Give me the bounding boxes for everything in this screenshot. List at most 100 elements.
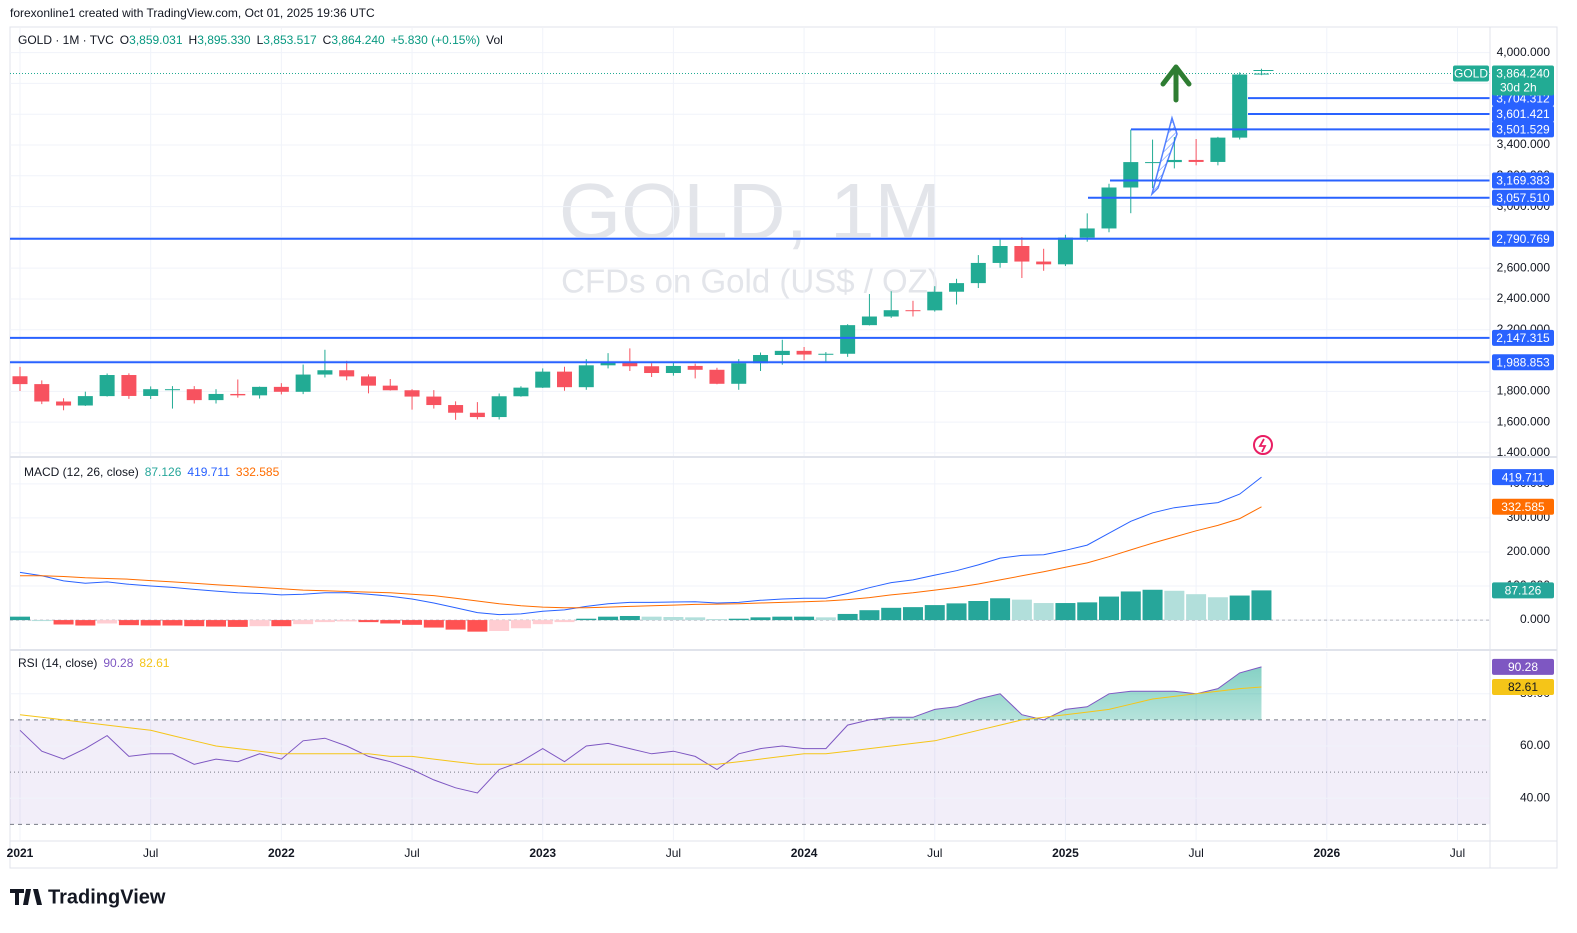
histogram-bar [1099,596,1119,621]
legend-rsi: RSI (14, close) 90.28 82.61 [18,656,170,670]
histogram-bar [859,610,880,621]
x-tick-label: Jul [1188,846,1203,860]
o-key: O [120,33,129,47]
histogram-bar [227,620,248,627]
histogram-bar [75,620,96,626]
candle-body [535,371,551,388]
histogram-bar [772,616,793,621]
last-price-label: 3,864.240 [1496,67,1550,81]
x-tick-label: Jul [143,846,158,860]
histogram-bar [184,620,205,627]
candle-body [448,405,464,413]
candle-body [774,350,790,356]
histogram-bar [881,607,902,621]
candle-body [513,387,529,397]
value-tag: 332.585 [1501,500,1545,514]
histogram-bar [663,617,684,621]
candle-body [796,350,812,355]
y-tick-label: 200.000 [1507,544,1551,558]
value-tag: 419.711 [1502,470,1545,484]
candle-body [1036,261,1052,265]
logo-mark [10,889,42,905]
level-label-bg [1492,354,1554,371]
candle-body [687,365,703,370]
candle-body [949,283,965,292]
candle-body [665,365,681,374]
candle-body [818,353,834,355]
level-label: 3,169.383 [1496,174,1550,188]
histogram-bar [510,620,531,629]
histogram-bar [576,618,597,621]
histogram-bar [1251,590,1272,621]
candle-body [295,374,311,392]
level-label-bg [1492,121,1554,138]
histogram-bar [815,617,836,621]
legend-macd: MACD (12, 26, close) 87.126 419.711 332.585 [24,465,280,479]
x-tick-label: 2026 [1313,846,1340,860]
histogram-bar [314,620,335,623]
h-key: H [189,33,198,47]
legend-value: 332.585 [236,465,280,479]
y-tick-label: 60.00 [1520,738,1550,752]
legend-value: 419.711 [187,465,230,479]
histogram-bar [423,620,444,628]
histogram-bar [140,620,161,626]
histogram-bar [31,620,52,622]
event-icon-bolt [1258,438,1267,453]
candle-body [840,325,856,354]
histogram-bar [728,618,749,621]
level-label-bg [1492,230,1554,247]
x-tick-label: Jul [927,846,942,860]
candle-body [77,396,93,406]
candle-body [1188,159,1204,162]
x-tick-label: 2025 [1052,846,1079,860]
event-icon [1253,435,1273,455]
y-tick-label: 1,800.000 [1497,384,1551,398]
indicator-line [19,666,1262,794]
legend-value: 87.126 [145,465,182,479]
level-label: 2,147.315 [1496,331,1550,345]
histogram-bar [358,620,379,623]
histogram-bar [924,605,945,621]
histogram-bar [1164,590,1185,621]
candle-body [1210,137,1226,162]
histogram-bar [706,619,727,621]
histogram-bar [445,620,466,630]
histogram-bar [97,620,118,624]
candle-body [404,390,420,397]
x-tick-label: Jul [1450,846,1465,860]
y-tick-label: 1,400.000 [1497,445,1551,459]
candle-body [970,262,986,284]
arrow-drawing [1160,64,1192,103]
candle-body [360,376,376,386]
histogram-bar [206,620,227,627]
histogram-bar [467,620,488,632]
legend-value: 82.61 [139,656,169,670]
x-tick-label: 2022 [268,846,295,860]
candle-body [1101,187,1117,229]
candle-body [731,363,747,384]
candle-body [252,386,268,396]
level-label-bg [1492,172,1554,189]
candle-body [164,389,180,391]
candle-body [230,393,246,396]
value-tag-bg [1492,469,1554,486]
histogram-bar [380,620,401,624]
histogram-bar [554,620,575,623]
level-label-bg [1492,329,1554,346]
histogram-bar [1011,599,1032,621]
y-tick-label: 0.000 [1520,612,1550,626]
c-key: C [323,33,332,47]
candle-body [317,370,333,375]
y-tick-label: 4,000.000 [1497,45,1551,59]
histogram-bar [1033,603,1054,621]
histogram-bar [837,613,858,621]
candle-body [469,412,485,418]
histogram-bar [336,620,357,622]
candle-body [600,362,616,366]
x-tick-label: 2021 [7,846,34,860]
histogram-bar [946,603,967,621]
histogram-bar [10,616,30,621]
value-tag: 90.28 [1508,660,1538,674]
